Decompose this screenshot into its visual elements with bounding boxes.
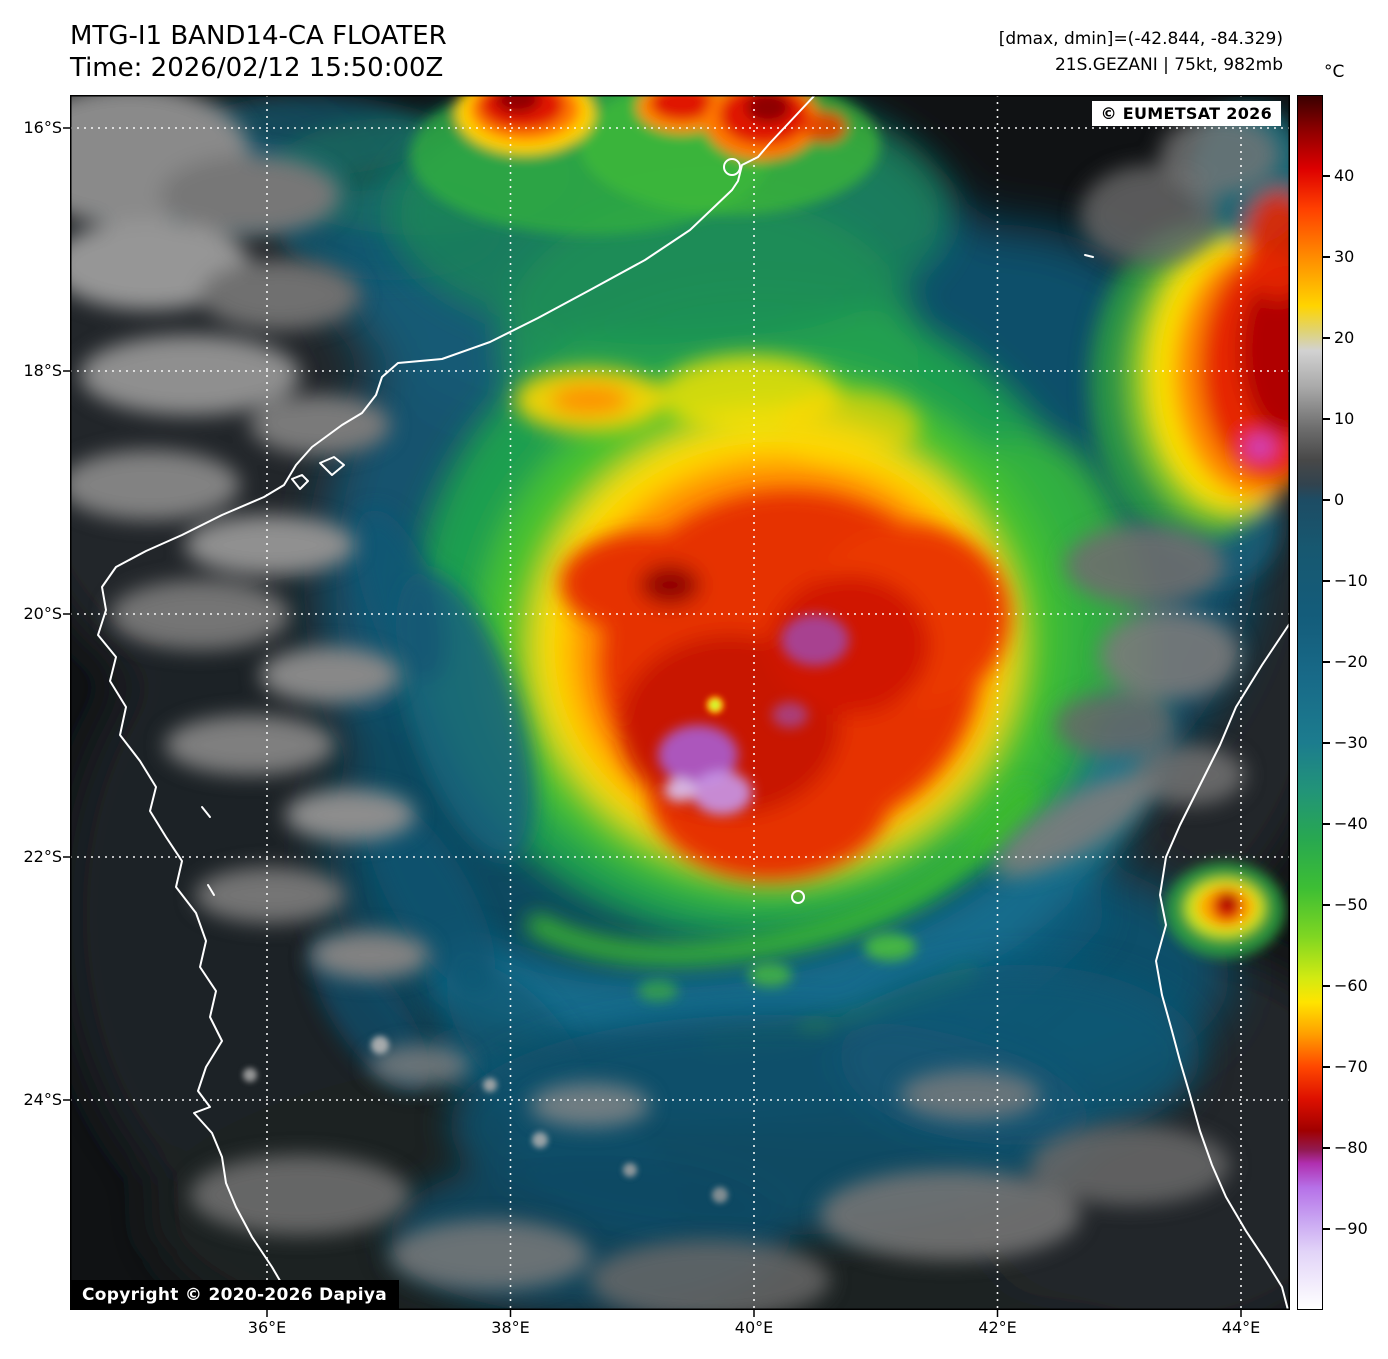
eumetsat-badge: © EUMETSAT 2026 (1091, 101, 1281, 126)
colorbar-tickmark (1323, 1066, 1330, 1068)
graticule (70, 95, 1290, 1310)
colorbar-tickmark (1323, 337, 1330, 339)
lat-label: 24°S (23, 1090, 62, 1109)
lon-label: 36°E (247, 1318, 287, 1337)
colorbar-tick-label: −20 (1334, 652, 1368, 671)
colorbar-tick-label: 0 (1334, 490, 1345, 509)
colorbar-tick-label: −40 (1334, 814, 1368, 833)
header-right: [dmax, dmin]=(-42.844, -84.329) 21S.GEZA… (999, 27, 1283, 78)
colorbar-tickmark (1323, 418, 1330, 420)
dapiya-copyright: Copyright © 2020-2026 Dapiya (70, 1280, 399, 1310)
colorbar-tickmark (1323, 1147, 1330, 1149)
colorbar-tick-label: 20 (1334, 328, 1355, 347)
satellite-imagery (63, 95, 1290, 1317)
dmax-dmin-readout: [dmax, dmin]=(-42.844, -84.329) (998, 29, 1283, 49)
isolated-cell (1165, 862, 1285, 958)
colorbar-tick-label: −30 (1334, 733, 1368, 752)
lat-label: 16°S (23, 118, 62, 137)
colorbar-tick-label: −70 (1334, 1057, 1368, 1076)
lat-label: 18°S (23, 361, 62, 380)
map-frame (70, 95, 1290, 1310)
colorbar-tickmark (1323, 499, 1330, 501)
axis-ticks (63, 127, 1242, 1317)
colorbar-tickmark (1323, 742, 1330, 744)
colorbar-tickmark (1323, 256, 1330, 258)
colorbar-tick-label: −50 (1334, 895, 1368, 914)
colorbar-tickmark (1323, 1228, 1330, 1230)
colorbar-tick-label: −90 (1334, 1219, 1368, 1238)
colorbar-tick-label: −80 (1334, 1138, 1368, 1157)
colorbar-tickmark (1323, 661, 1330, 663)
lat-label: 20°S (23, 604, 62, 623)
map-canvas: © EUMETSAT 2026 Copyright © 2020-2026 Da… (63, 95, 1290, 1317)
colorbar-tick-label: 30 (1334, 247, 1355, 266)
colorbar-tickmark (1323, 823, 1330, 825)
colorbar-tick-label: −10 (1334, 571, 1368, 590)
lon-label: 44°E (1221, 1318, 1261, 1337)
colorbar-tickmark (1323, 175, 1330, 177)
overshooting-tops (658, 614, 849, 815)
cloud-field (70, 95, 1290, 1310)
colorbar-tick-label: 10 (1334, 409, 1355, 428)
header-left: MTG-I1 BAND14-CA FLOATER Time: 2026/02/1… (70, 20, 447, 84)
lon-label: 42°E (978, 1318, 1017, 1337)
product-title: MTG-I1 BAND14-CA FLOATER (70, 21, 447, 51)
pinhole-eye (706, 696, 724, 714)
coastlines (97, 95, 1290, 1310)
colorbar (1297, 95, 1323, 1310)
colorbar-tickmark (1323, 985, 1330, 987)
colorbar-tickmark (1323, 580, 1330, 582)
lon-label: 40°E (734, 1318, 774, 1337)
north-convection (410, 95, 880, 235)
colorbar-tick-label: −60 (1334, 976, 1368, 995)
storm-info: 21S.GEZANI | 75kt, 982mb (1054, 54, 1283, 75)
colorbar-unit-label: °C (1324, 62, 1345, 82)
lat-label: 22°S (23, 847, 62, 866)
low-cloud-field (70, 95, 430, 979)
product-time: Time: 2026/02/12 15:50:00Z (70, 53, 444, 84)
colorbar-tickmark (1323, 904, 1330, 906)
colorbar-tick-label: 40 (1334, 166, 1355, 185)
lon-label: 38°E (491, 1318, 530, 1337)
